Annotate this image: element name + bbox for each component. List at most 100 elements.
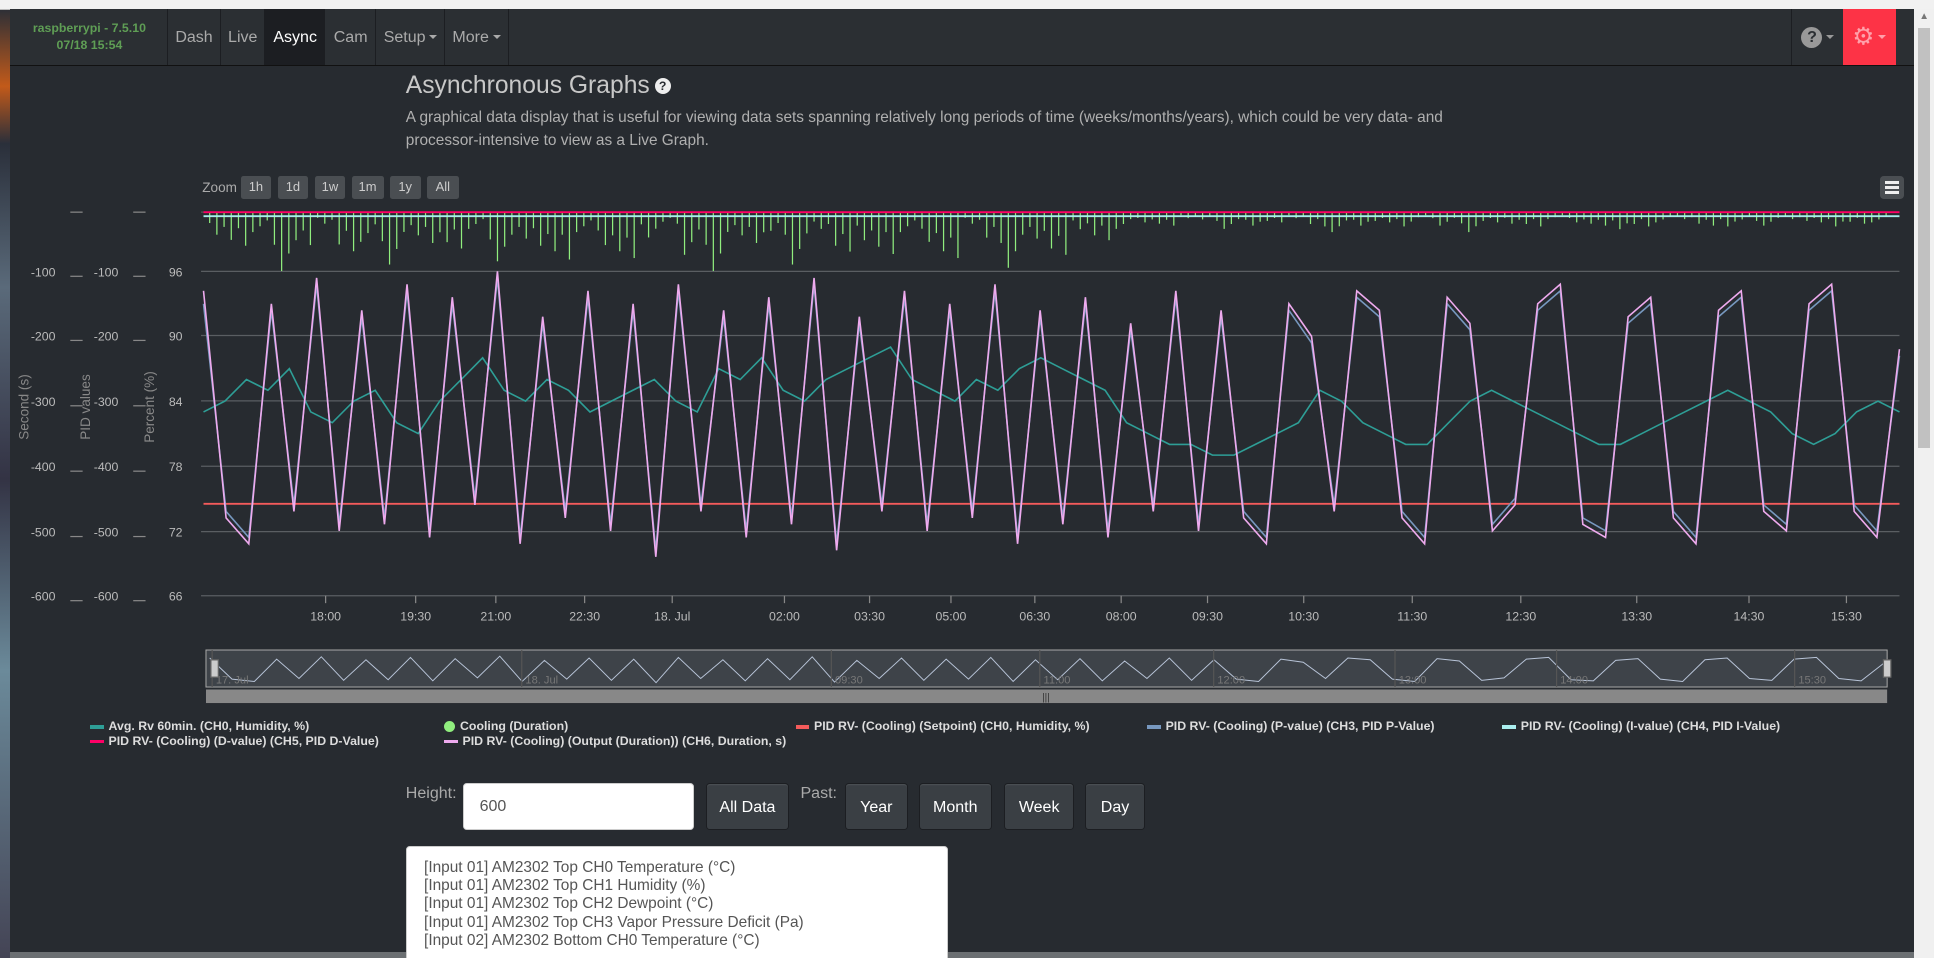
measurement-select[interactable]: [Input 01] AM2302 Top CH0 Temperature (°… — [405, 846, 949, 958]
nav-live-label: Live — [228, 27, 258, 46]
past-label: Past: — [800, 784, 837, 803]
select-option[interactable]: [Input 01] AM2302 Top CH0 Temperature (°… — [424, 859, 736, 877]
x-tick-label: 06:30 — [1019, 609, 1050, 623]
chevron-down-icon — [429, 35, 438, 40]
chevron-down-icon — [492, 35, 501, 40]
nav-setup-label: Setup — [383, 27, 426, 46]
chevron-down-icon — [1878, 35, 1887, 40]
y-tick-label-second: -100 — [31, 265, 56, 279]
past-day-button[interactable]: Day — [1085, 783, 1145, 831]
zoom-all-button[interactable]: All — [426, 176, 459, 199]
y-tick-label-pid: -500 — [94, 526, 119, 540]
zoom-1h-button[interactable]: 1h — [240, 176, 272, 199]
chart-menu-button[interactable] — [1879, 176, 1905, 199]
help-menu[interactable]: ? — [1790, 8, 1844, 66]
question-circle-icon: ? — [1801, 26, 1823, 48]
legend-label: Cooling (Duration) — [460, 719, 569, 734]
legend-label: PID RV- (Cooling) (P-value) (CH3, PID P-… — [1165, 719, 1435, 734]
page-scrollbar[interactable]: ▲ — [1914, 8, 1934, 958]
gear-icon: ⚙ — [1852, 23, 1875, 51]
brand[interactable]: raspberrypi - 7.5.10 07/18 15:54 — [25, 20, 155, 55]
series-line-0 — [203, 346, 1900, 456]
scroll-up-icon[interactable]: ▲ — [1919, 11, 1929, 23]
y-tick-label-pid: -100 — [94, 265, 119, 279]
legend-swatch-icon — [90, 739, 104, 744]
navigator-tick-label: 14:00 — [1560, 674, 1588, 686]
zoom-1d-button[interactable]: 1d — [277, 176, 309, 199]
question-circle-icon[interactable]: ? — [654, 78, 671, 95]
zoom-1y-button[interactable]: 1y — [389, 176, 421, 199]
navigator-handle-right[interactable] — [1882, 659, 1892, 678]
past-year-button[interactable]: Year — [844, 783, 908, 831]
navigator-scrollbar[interactable] — [205, 689, 1888, 704]
nav-dash[interactable]: Dash — [166, 8, 221, 66]
nav-setup[interactable]: Setup — [374, 8, 445, 66]
async-graph[interactable]: -100 -200 -300 -400 -500 -600 Second (s) -100 -2… — [0, 0, 1914, 715]
brand-datetime: 07/18 15:54 — [56, 37, 123, 52]
navigator-handle-left[interactable] — [210, 659, 219, 678]
zoom-label: Zoom — [202, 180, 237, 196]
x-tick-label: 18. Jul — [654, 609, 690, 623]
desktop-background-bottom — [9, 952, 1934, 958]
legend-label: PID RV- (Cooling) (Setpoint) (CH0, Humid… — [814, 719, 1090, 734]
y-tick-label-percent: 72 — [169, 526, 183, 540]
legend-item[interactable]: PID RV- (Cooling) (Setpoint) (CH0, Humid… — [795, 719, 1090, 734]
y-tick-label-second: -500 — [31, 526, 56, 540]
x-tick-label: 11:30 — [1397, 609, 1427, 623]
nav-async[interactable]: Async — [263, 8, 326, 66]
legend-item[interactable]: Cooling (Duration) — [444, 719, 568, 733]
height-input[interactable]: 600 — [462, 783, 695, 831]
legend-item[interactable]: PID RV- (Cooling) (D-value) (CH5, PID D-… — [90, 734, 379, 748]
legend-swatch-icon — [795, 724, 810, 729]
legend-item[interactable]: PID RV- (Cooling) (Output (Duration)) (C… — [444, 734, 786, 748]
legend-swatch-icon — [444, 739, 458, 744]
zoom-1w-button[interactable]: 1w — [314, 176, 346, 199]
nav-cam[interactable]: Cam — [324, 8, 376, 66]
desktop-background — [0, 0, 10, 958]
x-tick-label: 12:30 — [1505, 609, 1536, 623]
all-data-button[interactable]: All Data — [705, 783, 790, 831]
past-week-button[interactable]: Week — [1004, 783, 1075, 831]
select-option[interactable]: [Input 01] AM2302 Top CH3 Vapor Pressure… — [424, 913, 804, 931]
zoom-1m-button[interactable]: 1m — [351, 176, 384, 199]
navigator-tick-label: 13:00 — [1399, 674, 1427, 686]
x-tick-label: 02:00 — [769, 609, 800, 623]
y-tick-label-pid: -200 — [94, 329, 119, 343]
x-tick-label: 10:30 — [1288, 609, 1319, 623]
y-tick-label-percent: 66 — [169, 590, 183, 604]
navigator-tick-label: 18. Jul — [525, 674, 558, 686]
nav-live[interactable]: Live — [219, 8, 265, 66]
x-tick-label: 18:00 — [310, 609, 341, 623]
select-option[interactable]: [Input 01] AM2302 Top CH1 Humidity (%) — [424, 877, 706, 895]
y-tick-label-pid: -300 — [94, 395, 119, 409]
settings-menu[interactable]: ⚙ — [1842, 8, 1896, 66]
navigator-tick-label: 15:30 — [1798, 674, 1826, 686]
select-option[interactable]: [Input 02] AM2302 Bottom CH0 Temperature… — [424, 931, 760, 949]
legend-item[interactable]: Avg. Rv 60min. (CH0, Humidity, %) — [90, 719, 309, 733]
nav-cam-label: Cam — [333, 27, 368, 46]
scrollbar-thumb[interactable] — [1917, 28, 1931, 448]
legend-swatch-icon — [90, 724, 104, 729]
nav-async-label: Async — [273, 27, 317, 46]
legend-item[interactable]: PID RV- (Cooling) (P-value) (CH3, PID P-… — [1147, 719, 1435, 734]
page-title: Asynchronous Graphs? — [406, 72, 671, 100]
past-month-button[interactable]: Month — [918, 783, 992, 831]
x-tick-label: 08:00 — [1106, 609, 1137, 623]
legend-label: PID RV- (Cooling) (D-value) (CH5, PID D-… — [108, 733, 379, 748]
page-title-text: Asynchronous Graphs — [405, 71, 650, 99]
y-tick-label-second: -400 — [31, 460, 56, 474]
legend-item[interactable]: PID RV- (Cooling) (I-value) (CH4, PID I-… — [1502, 719, 1780, 733]
x-tick-label: 03:30 — [854, 609, 885, 623]
y-tick-label-percent: 78 — [169, 460, 183, 474]
navigator-tick-label: 17. Jul — [216, 674, 249, 686]
nav-more[interactable]: More — [444, 8, 509, 66]
y-tick-label-percent: 90 — [169, 329, 183, 343]
legend-swatch-icon — [1502, 724, 1516, 729]
navigator-tick-label: 12:00 — [1217, 674, 1245, 686]
series-line-6 — [202, 271, 1901, 557]
select-option[interactable]: [Input 01] AM2302 Top CH2 Dewpoint (°C) — [424, 895, 714, 913]
legend-swatch-icon — [444, 721, 456, 733]
y-tick-label-pid: -400 — [94, 460, 119, 474]
y-axis-title-percent: Percent (%) — [142, 371, 157, 443]
navigator-series — [209, 655, 1884, 684]
